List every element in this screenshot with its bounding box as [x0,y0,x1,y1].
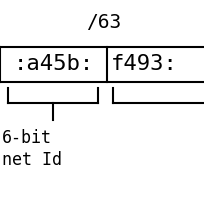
Text: :a45b:: :a45b: [13,54,94,74]
Text: f493:: f493: [111,54,178,74]
Text: net Id: net Id [2,151,62,169]
Text: /63: /63 [86,12,122,31]
Text: 6-bit: 6-bit [2,129,52,147]
